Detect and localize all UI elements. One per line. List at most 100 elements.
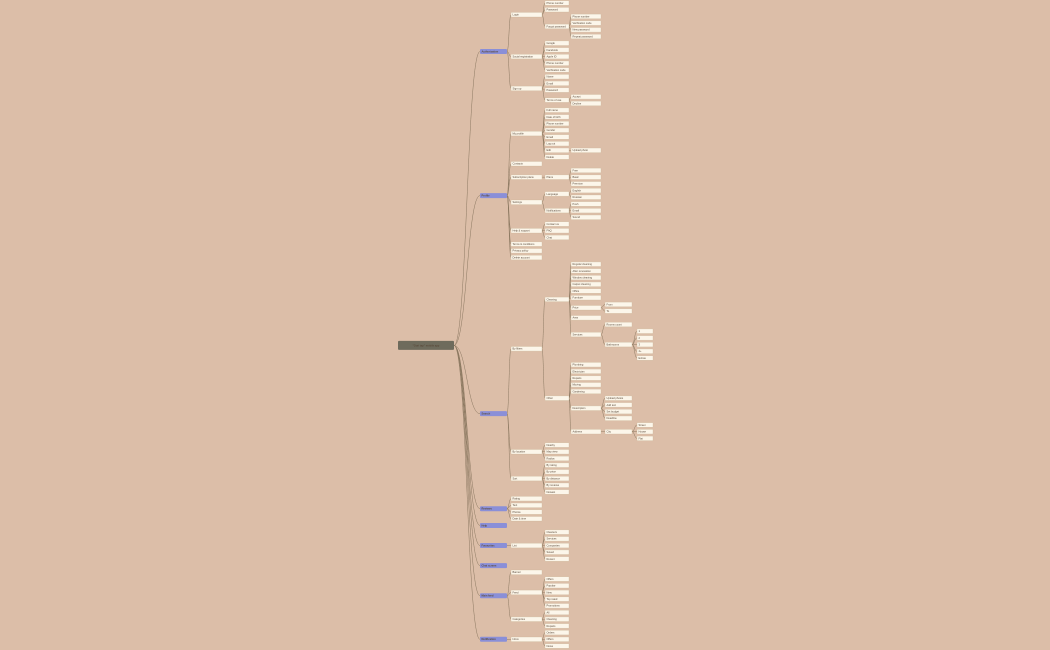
node-label: Terms & conditions xyxy=(513,242,536,246)
node-box xyxy=(510,496,543,502)
node-box xyxy=(510,569,543,575)
node-label: New password xyxy=(573,28,591,32)
connector xyxy=(541,88,546,101)
connector xyxy=(541,230,546,238)
connector xyxy=(541,9,546,15)
connector xyxy=(453,345,481,597)
connector xyxy=(506,195,512,258)
connector xyxy=(568,193,572,198)
connector xyxy=(541,639,546,647)
node-box xyxy=(544,40,570,46)
node-label: Date of birth xyxy=(547,115,562,119)
node-label: Password xyxy=(547,88,559,92)
node-box xyxy=(544,7,570,13)
connector xyxy=(541,14,546,27)
connector xyxy=(453,345,481,640)
node-label: All xyxy=(547,610,550,614)
node-box xyxy=(544,442,570,448)
node-label: Russian xyxy=(573,195,583,199)
node-box xyxy=(544,114,570,120)
node-label: Notifications xyxy=(547,209,562,213)
node-label: Help xyxy=(482,523,488,527)
node-box xyxy=(480,563,507,569)
node-label: Services xyxy=(547,537,558,541)
node-label: Nearby xyxy=(547,443,556,447)
node-label: Electrician xyxy=(573,369,586,373)
node-box xyxy=(544,134,570,140)
node-label: Contact us xyxy=(547,222,560,226)
node-box xyxy=(480,636,507,642)
node-box xyxy=(570,94,602,100)
node-box xyxy=(604,395,633,401)
node-box xyxy=(636,342,654,348)
node-box xyxy=(544,191,570,197)
node-box xyxy=(570,261,602,267)
connector xyxy=(568,397,572,432)
node-box xyxy=(510,516,543,522)
node-label: Map view xyxy=(547,450,558,454)
node-label: Bathrooms xyxy=(607,342,620,346)
node-box xyxy=(544,127,570,133)
connector xyxy=(600,307,606,312)
node-label: Login xyxy=(513,13,520,17)
connector xyxy=(506,592,512,597)
node-box xyxy=(544,47,570,53)
node-label: 2 xyxy=(639,336,641,340)
node-label: Area xyxy=(573,316,579,320)
node-label: House xyxy=(639,430,647,434)
node-box xyxy=(604,429,633,435)
node-label: Cleaning xyxy=(547,297,558,301)
node-label: Name xyxy=(547,75,554,79)
node-box xyxy=(510,502,543,508)
connector xyxy=(541,56,546,71)
node-box xyxy=(544,482,570,488)
node-box xyxy=(510,255,543,260)
node-box xyxy=(544,476,570,482)
node-box xyxy=(544,208,570,214)
node-label: Address xyxy=(573,430,583,434)
root-label: "Ouri tap" mobile app xyxy=(413,343,440,347)
node-box xyxy=(636,335,654,341)
node-label: Repairs xyxy=(547,624,557,628)
node-label: Phone number xyxy=(547,121,564,125)
node-label: By rating xyxy=(547,463,558,467)
node-label: Inbox xyxy=(513,637,520,641)
node-box xyxy=(510,54,543,60)
connector xyxy=(541,299,546,350)
node-box xyxy=(510,543,543,548)
node-box xyxy=(544,462,570,468)
node-label: Plumbing xyxy=(573,363,584,367)
node-label: Email xyxy=(547,81,554,85)
node-label: News xyxy=(547,644,554,648)
node-box xyxy=(570,375,602,381)
node-label: Accept xyxy=(573,95,581,99)
node-box xyxy=(510,636,543,642)
node-box xyxy=(604,308,633,314)
node-box xyxy=(510,449,543,455)
node-box xyxy=(636,435,654,441)
node-box xyxy=(544,623,570,629)
node-box xyxy=(510,228,543,234)
node-label: Phone number xyxy=(547,61,564,65)
node-box xyxy=(510,509,543,515)
node-label: Main feed xyxy=(482,594,494,598)
node-label: To xyxy=(607,309,610,313)
node-label: Banner xyxy=(513,570,522,574)
node-box xyxy=(636,422,654,428)
node-box xyxy=(570,214,602,220)
connector xyxy=(541,133,546,158)
node-box xyxy=(544,456,570,461)
node-box xyxy=(544,449,570,455)
node-label: By filters xyxy=(513,347,524,351)
node-label: Upload photos xyxy=(607,396,624,400)
node-box xyxy=(570,315,602,321)
node-box xyxy=(570,275,602,281)
node-label: Office xyxy=(573,289,580,293)
node-label: Cleaners xyxy=(547,530,558,534)
node-box xyxy=(570,208,602,214)
node-label: Radius xyxy=(547,456,556,460)
node-label: Gender xyxy=(547,128,556,132)
node-label: Premium xyxy=(573,182,583,186)
node-label: Email xyxy=(547,135,554,139)
